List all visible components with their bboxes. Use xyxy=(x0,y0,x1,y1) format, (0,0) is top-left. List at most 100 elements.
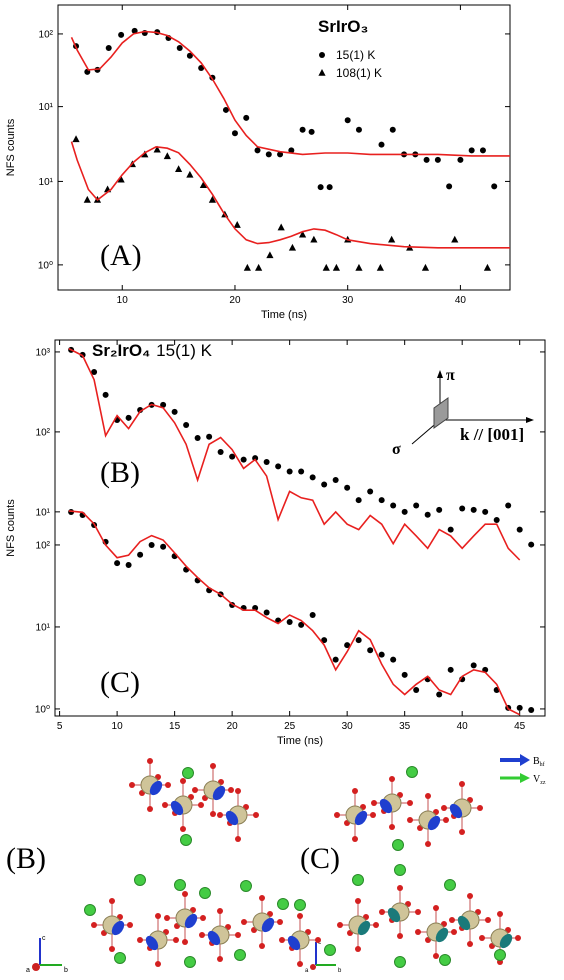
axis-letter: b xyxy=(338,968,342,974)
data-point xyxy=(198,64,205,71)
chart-panel: 10 20 30 40 10⁰ 10¹ 10¹ 10² Time (ns) NFS counts S… xyxy=(5,4,511,321)
oxygen-atom xyxy=(355,898,361,904)
legend-marker xyxy=(318,69,326,76)
strontium-atom xyxy=(406,766,418,778)
data-point xyxy=(160,401,167,408)
inset-arrow xyxy=(437,370,443,378)
x-tick-label: 15 xyxy=(169,721,181,732)
oxygen-atom xyxy=(147,758,153,764)
x-tick-label: 35 xyxy=(399,721,411,732)
y-tick-label: 10¹ xyxy=(39,102,54,113)
oxygen-atom xyxy=(497,911,503,917)
fit-line xyxy=(68,510,521,716)
data-point xyxy=(125,561,132,568)
x-tick-label: 20 xyxy=(229,295,241,306)
oxygen-atom xyxy=(371,800,377,806)
strontium-atom xyxy=(180,834,192,846)
data-point xyxy=(401,671,408,678)
oxygen-atom xyxy=(355,946,361,952)
legend-symbol: V xyxy=(533,774,541,785)
strontium-atom xyxy=(174,879,186,891)
x-tick-label: 40 xyxy=(457,721,469,732)
strontium-atom xyxy=(114,952,126,964)
oxygen-atom xyxy=(277,919,283,925)
data-point xyxy=(277,223,285,231)
y-tick-label: 10² xyxy=(39,29,54,40)
data-point xyxy=(457,156,464,163)
moment xyxy=(449,803,463,819)
data-point xyxy=(141,150,149,158)
oxygen-atom xyxy=(315,937,321,943)
x-tick-label: 30 xyxy=(342,721,354,732)
data-point xyxy=(163,152,171,160)
data-point xyxy=(137,551,144,558)
oxygen-atom xyxy=(467,941,473,947)
data-point xyxy=(367,647,374,654)
oxygen-atom xyxy=(334,812,340,818)
oxygen-atom xyxy=(198,802,204,808)
oxygen-atom xyxy=(217,908,223,914)
data-point xyxy=(413,502,420,509)
structure-label: (C) xyxy=(300,842,340,875)
data-point xyxy=(436,691,443,698)
panel-label: (A) xyxy=(100,239,142,272)
legend-label: 15(1) K xyxy=(336,48,375,62)
oxygen-atom xyxy=(180,778,186,784)
annotation: σ xyxy=(392,441,401,458)
data-point xyxy=(317,184,324,191)
strontium-atom xyxy=(439,954,451,966)
data-point xyxy=(491,183,498,190)
x-axis-label: Time (ns) xyxy=(261,309,307,321)
data-point xyxy=(378,651,385,658)
oxygen-atom xyxy=(259,895,265,901)
oxygen-atom xyxy=(137,937,143,943)
strontium-atom xyxy=(392,839,404,851)
moment xyxy=(387,907,401,923)
moment xyxy=(427,815,441,831)
data-point xyxy=(286,618,293,625)
moment xyxy=(261,917,275,933)
data-point xyxy=(298,621,305,628)
oxygen-atom xyxy=(441,805,447,811)
data-point xyxy=(326,184,333,191)
y-tick-label: 10³ xyxy=(36,347,51,358)
title-compound: Sr₂IrO₄ xyxy=(92,341,150,360)
moment xyxy=(457,915,471,931)
x-tick-label: 5 xyxy=(57,721,63,732)
data-point xyxy=(266,251,274,259)
data-point xyxy=(446,183,453,190)
legend-marker xyxy=(319,52,325,58)
oxygen-atom xyxy=(235,932,241,938)
data-point xyxy=(265,151,272,158)
data-point xyxy=(355,263,363,271)
oxygen-atom xyxy=(200,915,206,921)
y-axis-label: NFS counts xyxy=(5,118,17,176)
y-tick-label: 10² xyxy=(36,540,51,551)
data-point xyxy=(308,128,315,135)
inset-plate xyxy=(433,397,449,429)
axis-letter: a xyxy=(305,968,309,974)
fit-line xyxy=(70,30,510,157)
data-point xyxy=(117,175,125,183)
y-tick-label: 10¹ xyxy=(36,507,51,518)
oxygen-atom xyxy=(425,841,431,847)
moment xyxy=(225,810,239,826)
data-point xyxy=(390,656,397,663)
moment xyxy=(111,920,125,936)
data-point xyxy=(286,468,293,475)
strontium-atom xyxy=(324,944,336,956)
fit-line xyxy=(70,141,510,249)
data-point xyxy=(483,263,492,271)
data-point xyxy=(479,147,486,154)
data-point xyxy=(344,117,351,124)
oxygen-atom xyxy=(155,913,161,919)
oxygen-atom xyxy=(337,922,343,928)
oxygen-atom xyxy=(479,935,485,941)
oxygen-atom xyxy=(162,802,168,808)
data-point xyxy=(254,147,261,154)
oxygen-atom xyxy=(129,782,135,788)
data-point xyxy=(194,434,201,441)
data-point xyxy=(175,165,183,173)
plot-frame xyxy=(54,339,546,717)
